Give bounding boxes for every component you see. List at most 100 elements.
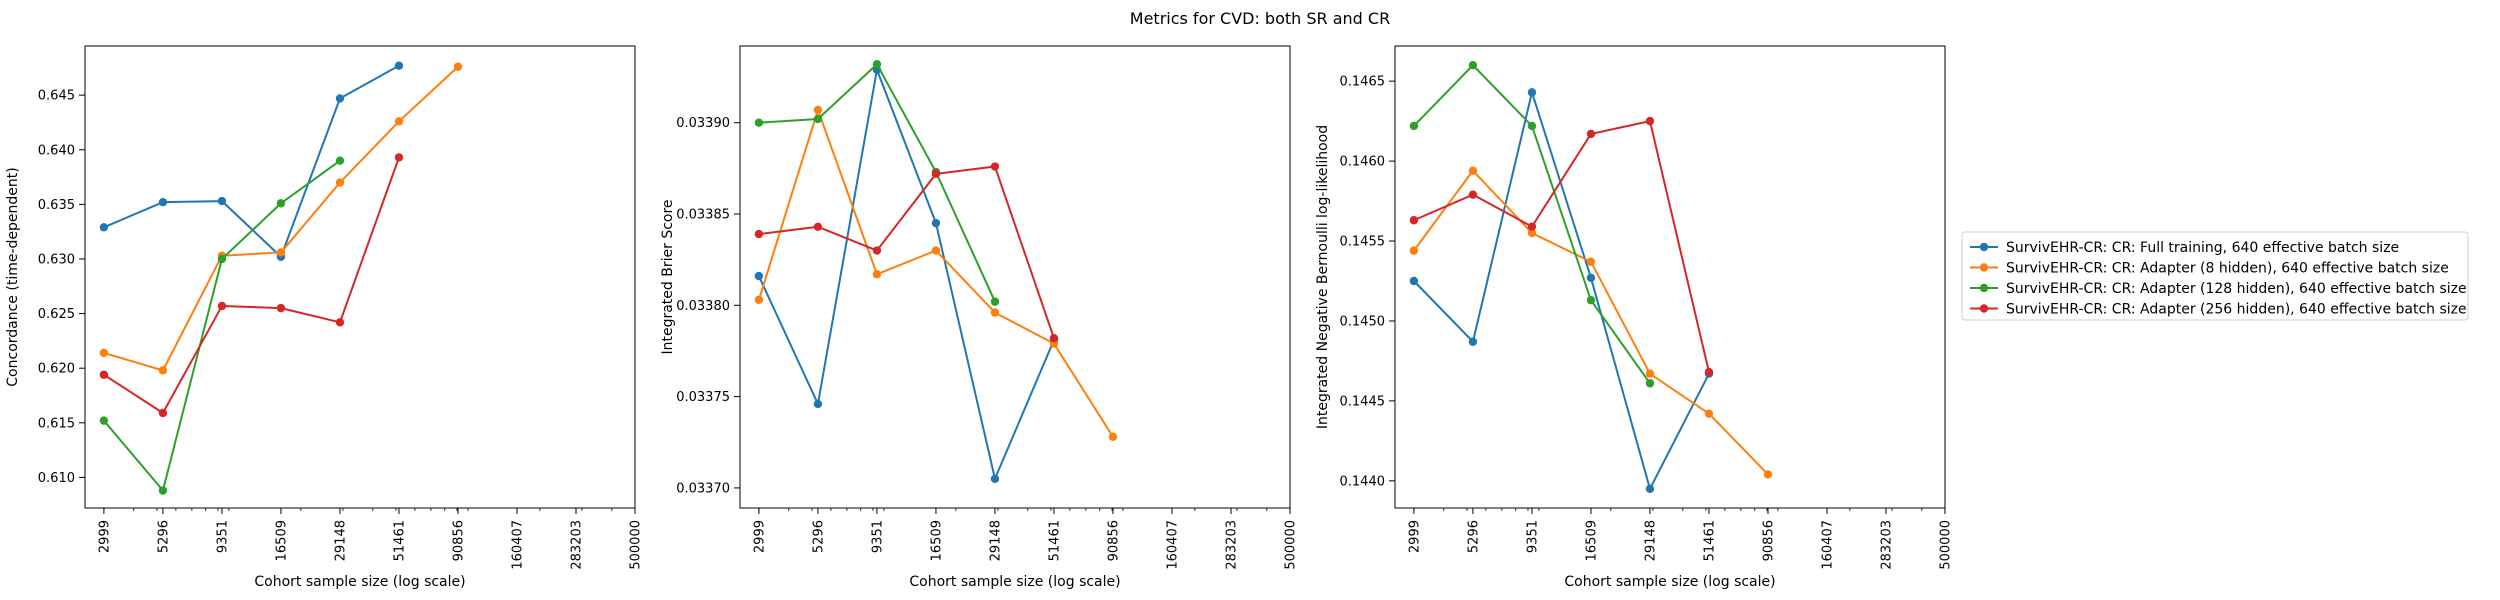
x-tick-label: 51461: [1047, 520, 1062, 561]
x-tick-label: 160407: [1820, 520, 1835, 570]
y-tick-label: 0.03375: [676, 390, 730, 405]
y-tick-label: 0.1450: [1340, 314, 1386, 329]
series-line-4: [758, 165, 1055, 339]
data-point: [453, 62, 463, 71]
x-tick-label: 5296: [1466, 520, 1481, 553]
data-point: [99, 370, 109, 379]
data-point: [276, 303, 286, 313]
data-point: [99, 348, 109, 358]
data-point: [813, 222, 823, 231]
series-line-2: [103, 66, 459, 372]
x-axis-label: Cohort sample size (log scale): [254, 574, 465, 590]
x-tick-label: 90856: [451, 520, 466, 561]
x-tick-label: 283203: [569, 520, 584, 570]
legend-box: [1961, 231, 2469, 321]
data-point: [99, 223, 109, 232]
x-tick-label: 9351: [1525, 520, 1540, 553]
y-tick-label: 0.1455: [1340, 235, 1386, 250]
data-point: [813, 399, 823, 409]
data-point: [931, 246, 941, 255]
series-line-1: [757, 68, 1055, 480]
y-tick-label: 0.635: [38, 198, 75, 213]
plot-frame: [84, 45, 636, 509]
legend-swatch-marker: [1979, 242, 1989, 252]
y-tick-label: 0.640: [38, 143, 75, 158]
series-line-2: [1413, 169, 1769, 476]
y-tick-label: 0.1440: [1340, 474, 1386, 489]
series-line-3: [103, 159, 341, 492]
data-point: [872, 270, 882, 279]
legend-item: SurvivEHR-CR: CR: Adapter (256 hidden), …: [1970, 302, 2467, 318]
y-tick-label: 0.615: [38, 416, 75, 431]
data-point: [158, 486, 168, 495]
y-tick-label: 0.610: [38, 471, 75, 486]
data-point: [217, 196, 227, 206]
data-point: [1409, 276, 1419, 286]
data-point: [217, 254, 227, 264]
x-tick-label: 90856: [1106, 520, 1121, 561]
x-tick-label: 5296: [156, 520, 171, 553]
data-point: [813, 105, 823, 115]
y-tick-label: 0.03385: [676, 208, 730, 223]
data-point: [394, 61, 404, 70]
x-tick-label: 2999: [752, 520, 767, 553]
data-point: [276, 248, 286, 257]
x-tick-label: 16509: [274, 520, 289, 561]
series-line-1: [103, 64, 400, 258]
x-tick-label: 283203: [1879, 520, 1894, 570]
data-point: [335, 156, 345, 165]
data-point: [1704, 367, 1714, 377]
data-point: [931, 218, 941, 228]
data-point: [990, 308, 1000, 317]
data-point: [1527, 222, 1537, 231]
x-tick-label: 160407: [510, 520, 525, 570]
data-point: [1049, 333, 1059, 343]
data-point: [217, 301, 227, 311]
y-axis-label: Integrated Negative Bernoulli log-likeli…: [1315, 125, 1331, 429]
y-tick-label: 0.1445: [1340, 394, 1386, 409]
data-point: [1645, 379, 1655, 388]
x-tick-label: 51461: [1702, 520, 1717, 561]
x-axis-label: Cohort sample size (log scale): [909, 574, 1120, 590]
data-point: [1409, 246, 1419, 255]
x-tick-label: 283203: [1224, 520, 1239, 570]
y-tick-label: 0.630: [38, 252, 75, 267]
data-point: [335, 94, 345, 103]
series-line-1: [1413, 91, 1710, 490]
data-point: [990, 474, 1000, 483]
legend-swatch-marker: [1979, 283, 1989, 293]
x-tick-label: 90856: [1761, 520, 1776, 561]
y-axis-label: Concordance (time-dependent): [5, 167, 21, 386]
y-tick-label: 0.1465: [1340, 75, 1386, 90]
y-tick-label: 0.03390: [676, 116, 730, 131]
data-point: [813, 114, 823, 124]
x-axis-label: Cohort sample size (log scale): [1564, 574, 1775, 590]
legend: SurvivEHR-CR: CR: Full training, 640 eff…: [1961, 231, 2469, 321]
data-point: [872, 60, 882, 69]
x-tick-label: 16509: [1584, 520, 1599, 561]
legend-item: SurvivEHR-CR: CR: Adapter (8 hidden), 64…: [1970, 261, 2449, 277]
x-tick-label: 29148: [1643, 520, 1658, 561]
data-point: [1468, 166, 1478, 175]
data-point: [158, 366, 168, 375]
data-point: [158, 197, 168, 207]
data-point: [931, 169, 941, 179]
legend-label: SurvivEHR-CR: CR: Adapter (256 hidden), …: [2006, 302, 2467, 318]
chart-panel-1: 2999 5296 9351 16509 29148 51461 90856 160407 28…: [5, 45, 644, 590]
legend-item: SurvivEHR-CR: CR: Adapter (128 hidden), …: [1970, 281, 2467, 297]
x-tick-label: 500000: [1284, 520, 1299, 570]
legend-label: SurvivEHR-CR: CR: Full training, 640 eff…: [2006, 240, 2399, 256]
legend-swatch-marker: [1979, 304, 1989, 313]
x-tick-label: 160407: [1165, 520, 1180, 570]
x-tick-label: 16509: [929, 520, 944, 561]
x-tick-label: 9351: [870, 520, 885, 553]
data-point: [1527, 88, 1537, 97]
data-point: [1586, 129, 1596, 139]
data-point: [1108, 432, 1118, 441]
x-tick-label: 5296: [811, 520, 826, 553]
chart-panel-2: 2999 5296 9351 16509 29148 51461 90856 160407 28…: [660, 45, 1299, 590]
legend-item: SurvivEHR-CR: CR: Full training, 640 eff…: [1970, 240, 2399, 256]
series-line-4: [1413, 120, 1710, 373]
y-tick-label: 0.1460: [1340, 155, 1386, 170]
